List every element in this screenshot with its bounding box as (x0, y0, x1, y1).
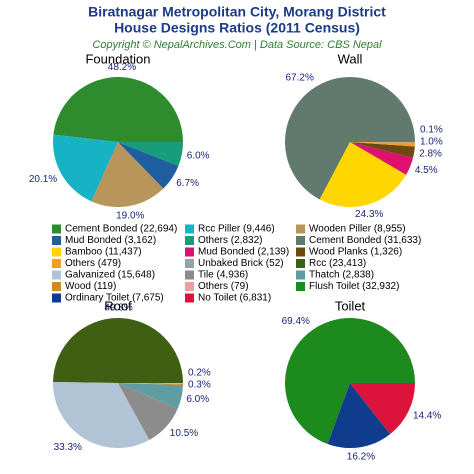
legend-label: Cement Bonded (22,694) (65, 224, 177, 235)
pie-slice (350, 142, 415, 158)
pie-slice (53, 381, 150, 448)
legend-swatch (52, 282, 61, 291)
legend-swatch (296, 247, 305, 257)
legend-label: Unbaked Brick (52) (198, 258, 284, 269)
slice-label: 14.4% (413, 410, 441, 421)
legend-label: Rcc (23,413) (309, 258, 366, 269)
source-note: Copyright © NepalArchives.Com | Data Sou… (92, 39, 382, 51)
slice-label: 49.8% (104, 303, 132, 314)
legend-swatch (185, 224, 194, 234)
legend-label: Wood Planks (1,326) (309, 247, 402, 258)
slice-label: 1.0% (420, 136, 443, 147)
slice-label: 19.0% (116, 210, 144, 221)
legend-label: Mud Bonded (3,162) (65, 235, 156, 246)
legend-swatch (296, 236, 305, 245)
pie-slice (350, 383, 415, 435)
legend-swatch (296, 259, 305, 268)
pie-title: Roof (104, 298, 132, 313)
legend-label: Wood (119) (65, 281, 116, 292)
legend-label: Mud Bonded (2,139) (198, 247, 289, 258)
legend-swatch (52, 293, 61, 303)
legend-swatch (296, 282, 305, 291)
slice-label: 20.1% (29, 174, 57, 185)
pie-slice (53, 77, 183, 142)
pie-slice (118, 142, 179, 189)
legend-label: Wooden Piller (8,955) (309, 224, 406, 235)
slice-label: 6.7% (176, 178, 199, 189)
slice-label: 33.3% (54, 442, 82, 453)
pie-slice (53, 318, 184, 383)
slice-label: 10.5% (170, 428, 198, 439)
pie-slice (327, 383, 391, 448)
legend-label: Tile (4,936) (198, 270, 248, 281)
pie-slice (285, 317, 415, 445)
pie-slice (350, 142, 415, 147)
pie-title: Wall (338, 51, 363, 66)
slice-label: 0.1% (420, 124, 443, 135)
slice-label: 0.3% (188, 379, 211, 390)
legend-swatch (296, 224, 305, 234)
slice-label: 4.5% (415, 165, 438, 176)
pie-slice (118, 383, 178, 440)
legend-swatch (52, 247, 61, 257)
slice-label: 24.3% (355, 209, 383, 220)
legend-swatch (52, 236, 61, 245)
pie-slice (350, 142, 414, 175)
legend-swatch (296, 270, 305, 280)
pie-slice (285, 76, 415, 200)
legend-swatch (185, 259, 194, 268)
slice-label: 69.4% (282, 316, 310, 327)
slice-label: 48.2% (108, 62, 136, 73)
legend-label: Others (2,832) (198, 235, 262, 246)
legend-label: No Toilet (6,831) (198, 293, 271, 304)
chart-title: Biratnagar Metropolitan City, Morang Dis… (88, 4, 386, 20)
legend-label: Cement Bonded (31,633) (309, 235, 421, 246)
pie-slice (53, 134, 118, 202)
legend-label: Ordinary Toilet (7,675) (65, 293, 164, 304)
legend-label: Others (479) (65, 258, 121, 269)
legend-label: Thatch (2,838) (309, 270, 374, 281)
slice-label: 6.0% (186, 394, 209, 405)
legend-label: Rcc Piller (9,446) (198, 224, 275, 235)
pie-slice (91, 142, 164, 207)
chart-subtitle: House Designs Ratios (2011 Census) (114, 20, 360, 36)
legend-swatch (52, 259, 61, 268)
legend-label: Bamboo (11,437) (65, 247, 142, 258)
legend-swatch (185, 293, 194, 303)
legend-label: Flush Toilet (32,932) (309, 281, 399, 292)
legend-swatch (52, 224, 61, 234)
legend-label: Galvanized (15,648) (65, 270, 155, 281)
legend-swatch (185, 282, 194, 291)
legend-label: Others (79) (198, 281, 249, 292)
pie-title: Foundation (85, 51, 150, 66)
slice-label: 6.0% (187, 151, 210, 162)
slice-label: 67.2% (286, 72, 314, 83)
legend-swatch (185, 270, 194, 280)
legend-swatch (185, 247, 194, 257)
pie-slice (118, 383, 183, 409)
pie-slice (118, 142, 183, 166)
pie-slice (319, 142, 407, 207)
pie-slice (118, 383, 183, 386)
legend-swatch (52, 270, 61, 280)
legend-swatch (185, 236, 194, 245)
slice-label: 2.8% (419, 148, 442, 159)
pie-slice (118, 383, 183, 384)
slice-label: 16.2% (347, 452, 375, 463)
slice-label: 0.2% (188, 367, 211, 378)
pie-title: Toilet (335, 298, 366, 313)
